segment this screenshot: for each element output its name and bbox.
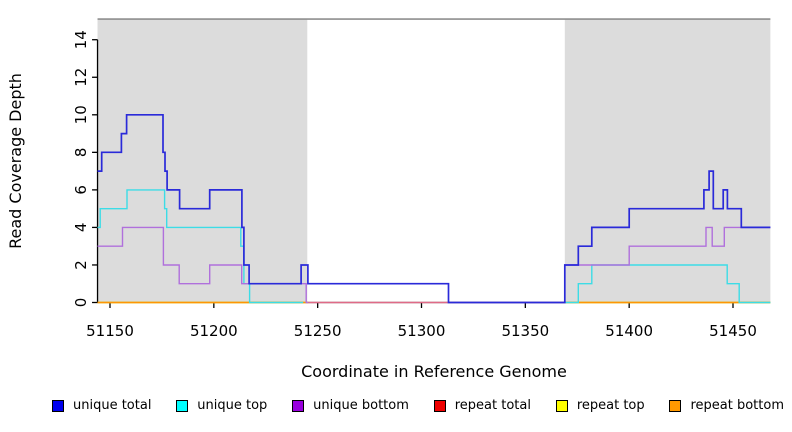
y-tick-label: 8 (72, 148, 90, 158)
x-tick-label: 51250 (294, 322, 342, 340)
shaded-region (97, 19, 308, 303)
shaded-region (564, 19, 771, 303)
legend-item-repeat-bottom: repeat bottom (669, 398, 784, 413)
x-tick-label: 51450 (709, 322, 757, 340)
y-tick-label: 14 (72, 30, 90, 49)
unique-bottom-swatch-icon (292, 399, 305, 412)
repeat-top-swatch-icon (555, 399, 568, 412)
unique-top-swatch-icon (176, 399, 189, 412)
legend-item-unique-top: unique top (176, 398, 267, 413)
x-tick-label: 51400 (605, 322, 653, 340)
x-tick-label: 51150 (86, 322, 134, 340)
legend-label: repeat total (454, 398, 531, 413)
repeat-bottom-swatch-icon (669, 399, 682, 412)
unique-total-swatch-icon (52, 399, 64, 412)
legend: unique total unique top unique bottom re… (52, 398, 784, 413)
legend-label: repeat bottom (690, 398, 784, 413)
x-tick-label: 51300 (398, 322, 446, 340)
y-tick-label: 4 (72, 223, 90, 233)
legend-label: unique top (197, 398, 268, 413)
legend-item-repeat-total: repeat total (433, 398, 531, 413)
y-tick-label: 2 (72, 260, 90, 270)
series-line-unique-total (97, 113, 771, 304)
legend-label: unique bottom (313, 398, 409, 413)
y-tick-label: 6 (72, 185, 90, 195)
x-axis-title: Coordinate in Reference Genome (301, 362, 567, 381)
legend-item-unique-bottom: unique bottom (292, 398, 409, 413)
legend-label: unique total (73, 398, 152, 413)
legend-label: repeat top (576, 398, 645, 413)
series-line-unique-top (564, 264, 771, 304)
repeat-total-swatch-icon (433, 399, 446, 412)
x-tick-label: 51350 (501, 322, 549, 340)
series-line-unique-bottom (564, 226, 771, 303)
legend-item-unique-total: unique total (52, 398, 151, 413)
y-tick-label: 12 (72, 68, 90, 87)
y-tick-label: 0 (72, 298, 90, 308)
plot-area: 51150 51200 51250 51300 51350 51400 51450 0 2 4 6 8… (6, 18, 771, 381)
y-axis-title: Read Coverage Depth (6, 73, 25, 249)
legend-item-repeat-top: repeat top (555, 398, 645, 413)
x-tick-label: 51200 (190, 322, 238, 340)
y-tick-label: 10 (72, 105, 90, 124)
